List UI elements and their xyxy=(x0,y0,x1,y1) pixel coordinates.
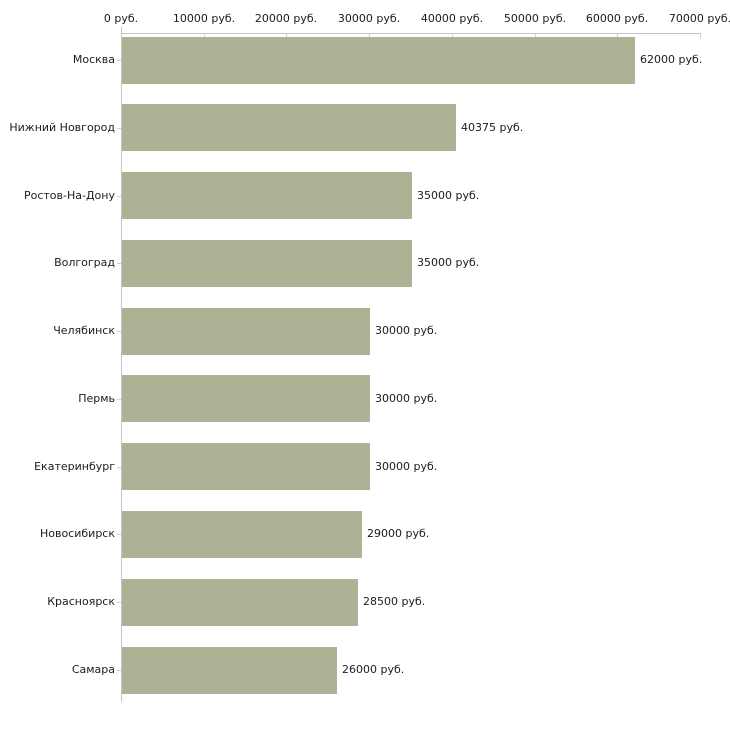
value-label: 35000 руб. xyxy=(417,189,480,202)
value-label: 62000 руб. xyxy=(640,53,703,66)
bar xyxy=(122,172,412,219)
x-tick-mark xyxy=(204,34,205,39)
category-label: Нижний Новгород xyxy=(9,121,115,134)
x-tick-label: 60000 руб. xyxy=(585,12,649,25)
bar xyxy=(122,104,456,151)
category-label: Екатеринбург xyxy=(34,460,115,473)
x-tick-mark xyxy=(700,34,701,39)
category-label: Новосибирск xyxy=(39,527,115,540)
y-tick-mark xyxy=(117,602,121,603)
x-tick-mark xyxy=(617,34,618,39)
y-tick-mark xyxy=(117,60,121,61)
x-tick-label: 0 руб. xyxy=(103,12,139,25)
bar xyxy=(122,579,358,626)
category-label: Пермь xyxy=(78,392,115,405)
y-tick-mark xyxy=(117,331,121,332)
value-label: 30000 руб. xyxy=(375,460,438,473)
category-label: Самара xyxy=(71,663,115,676)
x-tick-label: 40000 руб. xyxy=(420,12,484,25)
x-tick-mark xyxy=(452,34,453,39)
category-label: Волгоград xyxy=(54,256,115,269)
bar xyxy=(122,375,370,422)
value-label: 30000 руб. xyxy=(375,324,438,337)
category-label: Ростов-На-Дону xyxy=(23,189,115,202)
y-tick-mark xyxy=(117,534,121,535)
bar xyxy=(122,511,362,558)
bar xyxy=(122,308,370,355)
category-label: Красноярск xyxy=(47,595,115,608)
value-label: 35000 руб. xyxy=(417,256,480,269)
bar xyxy=(122,240,412,287)
y-tick-mark xyxy=(117,467,121,468)
category-label: Челябинск xyxy=(53,324,115,337)
x-tick-mark xyxy=(286,34,287,39)
bar xyxy=(122,37,635,84)
y-tick-mark xyxy=(117,263,121,264)
category-label: Москва xyxy=(72,53,115,66)
x-axis-line xyxy=(121,33,701,34)
value-label: 40375 руб. xyxy=(461,121,524,134)
y-axis-line xyxy=(121,27,122,702)
value-label: 30000 руб. xyxy=(375,392,438,405)
x-tick-mark xyxy=(121,34,122,39)
value-label: 28500 руб. xyxy=(363,595,426,608)
value-label: 26000 руб. xyxy=(342,663,405,676)
x-tick-label: 20000 руб. xyxy=(254,12,318,25)
y-tick-mark xyxy=(117,670,121,671)
x-tick-mark xyxy=(369,34,370,39)
x-tick-label: 70000 руб. xyxy=(668,12,730,25)
x-tick-label: 30000 руб. xyxy=(337,12,401,25)
x-tick-mark xyxy=(535,34,536,39)
bar xyxy=(122,443,370,490)
bar xyxy=(122,647,337,694)
x-tick-label: 50000 руб. xyxy=(503,12,567,25)
y-tick-mark xyxy=(117,196,121,197)
value-label: 29000 руб. xyxy=(367,527,430,540)
y-tick-mark xyxy=(117,128,121,129)
x-tick-label: 10000 руб. xyxy=(172,12,236,25)
y-tick-mark xyxy=(117,399,121,400)
